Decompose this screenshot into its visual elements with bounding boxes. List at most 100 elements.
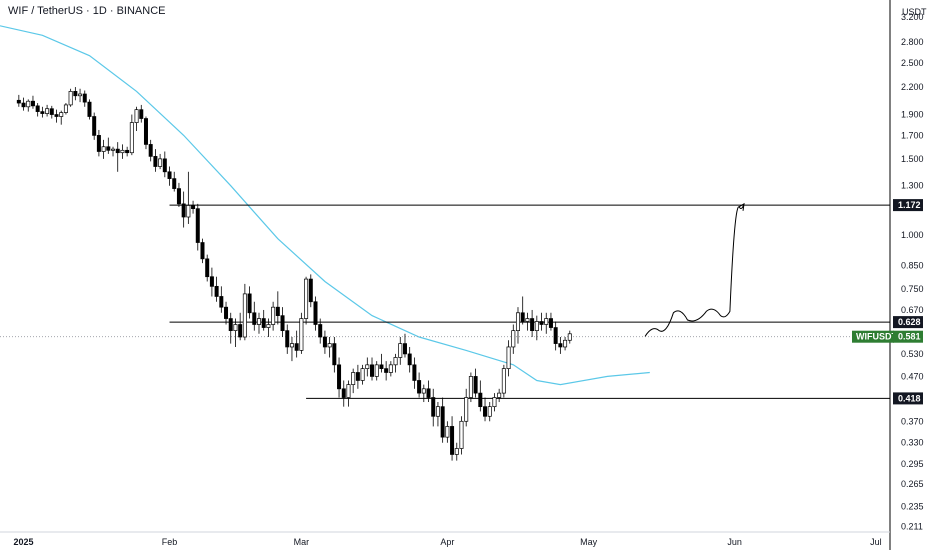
candle-body-down [337,364,342,390]
candle-body-up [346,384,351,398]
candle [393,353,398,373]
candle-body-down [16,99,21,104]
candle [497,388,502,403]
candle [16,94,21,107]
candle-body-down [431,397,436,417]
candle [426,380,431,403]
candle [384,361,389,381]
candle-body-up [111,148,116,151]
candle [49,105,54,119]
candle-body-down [153,156,158,167]
candle [233,318,238,347]
candle [54,109,59,123]
candle [355,364,360,389]
candle-body-up [26,100,31,108]
candle [162,151,167,178]
candle [59,110,64,125]
candle-body-down [417,380,422,394]
price-tick-label: 2.800 [901,37,924,47]
candle [388,361,393,377]
candle [78,88,83,103]
candle [153,149,158,172]
candle-body-down [35,105,40,112]
candle-body-down [478,392,483,408]
candle [186,171,191,224]
projection-path [644,202,745,337]
candle [214,276,219,302]
candle-body-down [332,343,337,366]
candle [101,139,106,159]
candle-body-down [115,148,120,154]
time-tick-label: Mar [294,537,310,547]
candle-body-up [59,112,64,117]
candle [421,384,426,403]
candle [534,315,539,341]
candle [271,301,276,331]
candle [525,312,530,331]
candle-body-down [228,318,233,331]
candle-body-down [191,205,196,210]
candle-body-up [497,392,502,398]
candle-body-down [125,149,130,154]
candle-body-down [370,364,375,377]
candle [539,312,544,331]
candle [440,397,445,443]
price-tick-label: 0.235 [901,501,924,511]
candle [111,146,116,157]
candle-body-down [318,324,323,338]
candle-body-down [355,372,360,381]
candle-body-down [553,327,558,344]
axis-currency: USDT [902,7,927,17]
candle-body-down [473,376,478,394]
projection-curve [644,203,745,337]
candle [280,307,285,338]
price-tick-label: 1.500 [901,154,924,164]
price-tick-label: 2.200 [901,82,924,92]
candle [172,171,177,192]
candle [120,144,125,159]
candle-body-down [379,364,384,369]
candle [82,90,87,107]
candle-body-down [73,91,78,97]
candle [308,274,313,308]
candle-body-up [454,448,459,455]
candle-body-up [266,324,271,328]
candle-body-down [224,306,229,319]
candle [87,99,92,120]
price-tick-label: 1.000 [901,230,924,240]
candle-body-down [49,108,54,115]
candle [129,114,134,156]
candle-body-down [426,388,431,398]
candle [553,321,558,351]
candle [337,357,342,398]
price-tick-label: 0.211 [901,522,923,532]
candle-body-up [365,364,370,369]
candle [167,166,172,186]
candle-body-down [294,343,299,351]
candle-body-down [450,426,455,455]
candle [63,103,68,115]
level-price-badge [893,316,923,329]
candle-body-up [63,104,68,113]
candle-body-up [327,343,332,348]
price-badges: 1.172 0.628 0.418 WIFUSDT 0.581 [852,199,923,405]
candle [327,337,332,358]
candle-body-down [548,318,553,328]
candle-body-up [242,293,247,338]
candle-body-down [440,406,445,438]
candle [224,301,229,325]
candle-body-up [459,420,464,449]
time-tick-label: May [580,537,598,547]
candle-body-down [143,118,148,145]
candle-body-up [468,376,473,398]
candle [478,380,483,412]
candle-body-up [388,364,393,373]
candle-body-down [252,312,257,325]
candle-body-down [172,178,177,189]
candle-body-up [360,368,365,381]
candle-body-up [68,91,73,106]
candle-body-down [341,388,346,398]
candlesticks [16,87,572,461]
candle [195,203,200,251]
